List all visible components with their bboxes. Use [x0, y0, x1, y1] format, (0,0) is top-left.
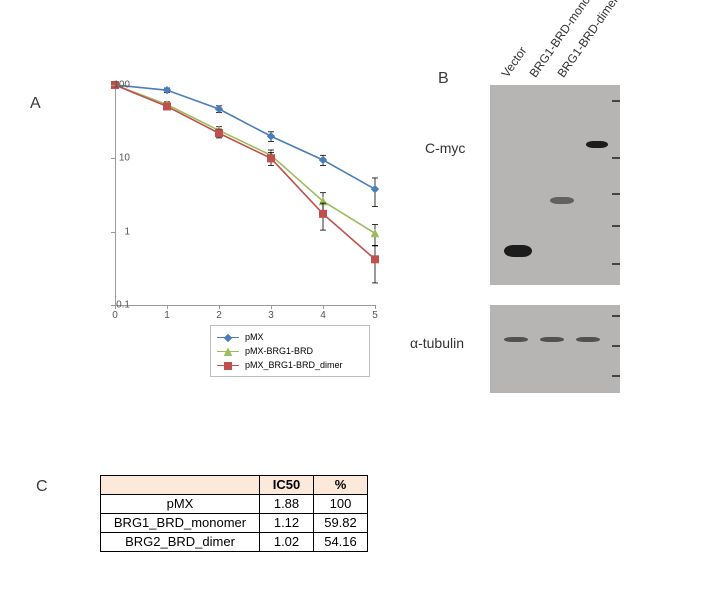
table-header-row: IC50 % [101, 476, 368, 495]
chart-y-tick-label: 10 [90, 153, 130, 164]
chart-area: IR dose(Gy) pMXpMX-BRG1-BRDpMX_BRG1-BRD_… [65, 75, 395, 365]
chart-x-tick-label: 1 [164, 310, 170, 321]
legend-item: pMX [217, 330, 363, 344]
legend-item: pMX-BRG1-BRD [217, 344, 363, 358]
chart-y-tick-label: 100 [90, 80, 130, 91]
legend-label: pMX [245, 332, 264, 342]
ic50-table-area: IC50 % pMX 1.88 100 BRG1_BRD_monomer 1.1… [100, 475, 368, 552]
panel-c-label: C [36, 478, 48, 496]
chart-x-tick-label: 2 [216, 310, 222, 321]
table-cell: 59.82 [314, 514, 368, 533]
blot-tubulin [490, 305, 620, 393]
table-header-blank [101, 476, 260, 495]
chart-x-tick-label: 4 [320, 310, 326, 321]
table-header-ic50: IC50 [260, 476, 314, 495]
table-cell: 1.88 [260, 495, 314, 514]
ic50-table: IC50 % pMX 1.88 100 BRG1_BRD_monomer 1.1… [100, 475, 368, 552]
legend-item: pMX_BRG1-BRD_dimer [217, 358, 363, 372]
blot-row-cmyc: C-myc [425, 140, 465, 156]
table-cell: 100 [314, 495, 368, 514]
chart-legend: pMX pMX-BRG1-BRD pMX_BRG1-BRD_dimer [210, 325, 370, 377]
table-cell: BRG2_BRD_dimer [101, 533, 260, 552]
legend-label: pMX_BRG1-BRD_dimer [245, 360, 343, 370]
chart-y-tick-label: 1 [90, 226, 130, 237]
table-cell: 54.16 [314, 533, 368, 552]
lane-label-vector: Vector [499, 44, 530, 80]
table-cell: pMX [101, 495, 260, 514]
table-row: BRG2_BRD_dimer 1.02 54.16 [101, 533, 368, 552]
table-cell: 1.02 [260, 533, 314, 552]
blot-row-tubulin: α-tubulin [410, 335, 464, 351]
chart-x-tick-label: 3 [268, 310, 274, 321]
table-header-pct: % [314, 476, 368, 495]
table-cell: 1.12 [260, 514, 314, 533]
western-blot-panel: Vector BRG1-BRD-monomer BRG1-BRD-dimer C… [430, 20, 690, 410]
table-row: BRG1_BRD_monomer 1.12 59.82 [101, 514, 368, 533]
table-cell: BRG1_BRD_monomer [101, 514, 260, 533]
chart-svg [115, 85, 375, 305]
chart-x-tick-label: 5 [372, 310, 378, 321]
chart-x-tick-label: 0 [112, 310, 118, 321]
table-row: pMX 1.88 100 [101, 495, 368, 514]
panel-a-label: A [30, 95, 41, 113]
chart-y-tick-label: 0.1 [90, 300, 130, 311]
legend-label: pMX-BRG1-BRD [245, 346, 313, 356]
blot-cmyc [490, 85, 620, 285]
